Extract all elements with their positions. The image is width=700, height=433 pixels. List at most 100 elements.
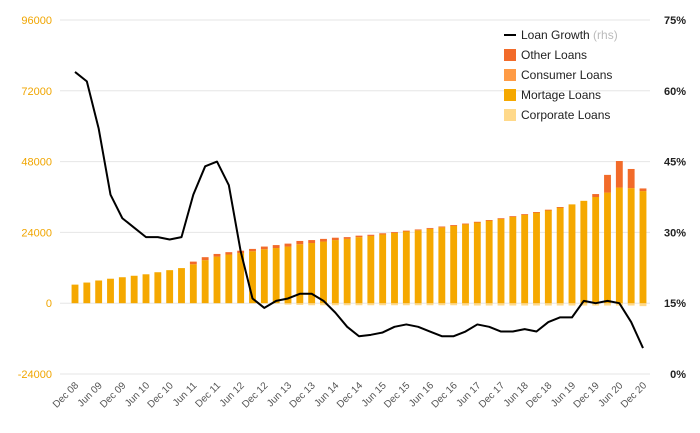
bar-mortage-loans — [627, 188, 635, 304]
bar-mortage-loans — [615, 187, 623, 304]
bar-corporate-loans — [627, 303, 635, 306]
bar-mortage-loans — [355, 237, 363, 304]
bar-mortage-loans — [568, 204, 576, 304]
right-tick-label: 30% — [664, 227, 686, 239]
legend-label-other-loans: Other Loans — [521, 48, 587, 62]
bar-mortage-loans — [379, 234, 387, 304]
bar-mortage-loans — [272, 248, 280, 304]
x-tick-label: Dec 08 — [51, 380, 81, 410]
bar-corporate-loans — [379, 303, 387, 306]
left-tick-label: 96000 — [21, 15, 52, 27]
bar-mortage-loans — [83, 282, 91, 304]
bar-other-loans — [343, 237, 351, 239]
bar-mortage-loans — [391, 232, 398, 304]
bar-corporate-loans — [556, 303, 564, 306]
bar-corporate-loans — [284, 303, 292, 305]
bar-other-loans — [213, 253, 221, 257]
right-tick-label: 60% — [664, 86, 686, 98]
bar-other-loans — [615, 161, 623, 188]
bar-mortage-loans — [592, 197, 600, 304]
left-tick-label: 0 — [46, 298, 52, 310]
bar-other-loans — [189, 261, 197, 265]
bar-corporate-loans — [473, 303, 481, 306]
bar-other-loans — [249, 248, 256, 252]
bar-series — [71, 161, 647, 307]
bar-corporate-loans — [604, 303, 611, 306]
bar-other-loans — [485, 220, 493, 221]
x-tick-label: Dec 09 — [98, 380, 128, 410]
bar-corporate-loans — [320, 303, 327, 306]
bar-corporate-loans — [544, 303, 552, 306]
bar-other-loans — [604, 174, 611, 193]
x-tick-label: Dec 16 — [430, 380, 460, 410]
x-tick-label: Dec 12 — [240, 380, 270, 410]
bar-corporate-loans — [592, 303, 600, 306]
bar-corporate-loans — [450, 303, 458, 306]
bar-other-loans — [355, 235, 363, 238]
right-tick-label: 75% — [664, 15, 686, 27]
bar-mortage-loans — [450, 225, 458, 304]
bar-mortage-loans — [438, 227, 446, 304]
bar-other-loans — [497, 218, 505, 220]
x-tick-label: Dec 15 — [382, 380, 412, 410]
bar-corporate-loans — [296, 303, 304, 305]
bar-mortage-loans — [509, 216, 517, 304]
bar-mortage-loans — [320, 241, 327, 304]
bar-other-loans — [391, 232, 398, 233]
bar-other-loans — [556, 207, 564, 208]
bar-mortage-loans — [580, 200, 588, 304]
bar-other-loans — [521, 214, 529, 215]
bar-other-loans — [462, 223, 469, 225]
bar-mortage-loans — [367, 235, 375, 304]
bar-other-loans — [544, 209, 552, 211]
bar-mortage-loans — [118, 277, 126, 304]
bar-mortage-loans — [249, 251, 256, 304]
bar-other-loans — [367, 234, 375, 236]
bar-mortage-loans — [402, 231, 410, 304]
bar-other-loans — [414, 229, 422, 231]
bar-mortage-loans — [178, 268, 185, 304]
bar-mortage-loans — [260, 249, 268, 304]
bar-mortage-loans — [343, 238, 351, 304]
bar-other-loans — [331, 237, 339, 241]
right-axis-ticks: 75% 60% 45% 30% 15% 0% — [664, 15, 686, 381]
bar-mortage-loans — [225, 254, 233, 304]
bar-corporate-loans — [414, 303, 422, 306]
left-tick-label: 24000 — [21, 227, 52, 239]
legend-swatch-other-loans — [504, 49, 516, 61]
bar-corporate-loans — [391, 303, 398, 306]
bar-corporate-loans — [497, 303, 505, 306]
bar-other-loans — [509, 216, 517, 217]
x-tick-label: Dec 17 — [477, 380, 507, 410]
bar-corporate-loans — [521, 303, 529, 306]
bar-mortage-loans — [462, 224, 469, 304]
line-series — [74, 71, 644, 349]
legend-swatch-corporate-loans — [504, 109, 516, 121]
bar-corporate-loans — [402, 303, 410, 306]
bar-corporate-loans — [639, 303, 647, 307]
x-tick-label: Dec 13 — [288, 380, 318, 410]
bar-mortage-loans — [237, 253, 245, 304]
bar-other-loans — [627, 168, 635, 189]
bar-mortage-loans — [142, 274, 150, 304]
bar-mortage-loans — [95, 280, 103, 304]
bar-corporate-loans — [308, 303, 316, 306]
x-tick-label: Dec 10 — [146, 380, 176, 410]
bar-mortage-loans — [107, 278, 114, 304]
bar-other-loans — [592, 194, 600, 197]
bar-corporate-loans — [355, 303, 363, 306]
bar-mortage-loans — [284, 246, 292, 304]
legend-label-loan-growth: Loan Growth (rhs) — [521, 28, 618, 42]
bar-mortage-loans — [71, 284, 79, 304]
bar-mortage-loans — [485, 220, 493, 304]
legend-swatch-consumer-loans — [504, 69, 516, 81]
legend-swatch-mortage-loans — [504, 89, 516, 101]
bar-mortage-loans — [130, 275, 138, 304]
bar-other-loans — [272, 245, 280, 249]
left-tick-label: 48000 — [21, 157, 52, 169]
bar-other-loans — [473, 221, 481, 223]
bar-other-loans — [296, 240, 304, 245]
